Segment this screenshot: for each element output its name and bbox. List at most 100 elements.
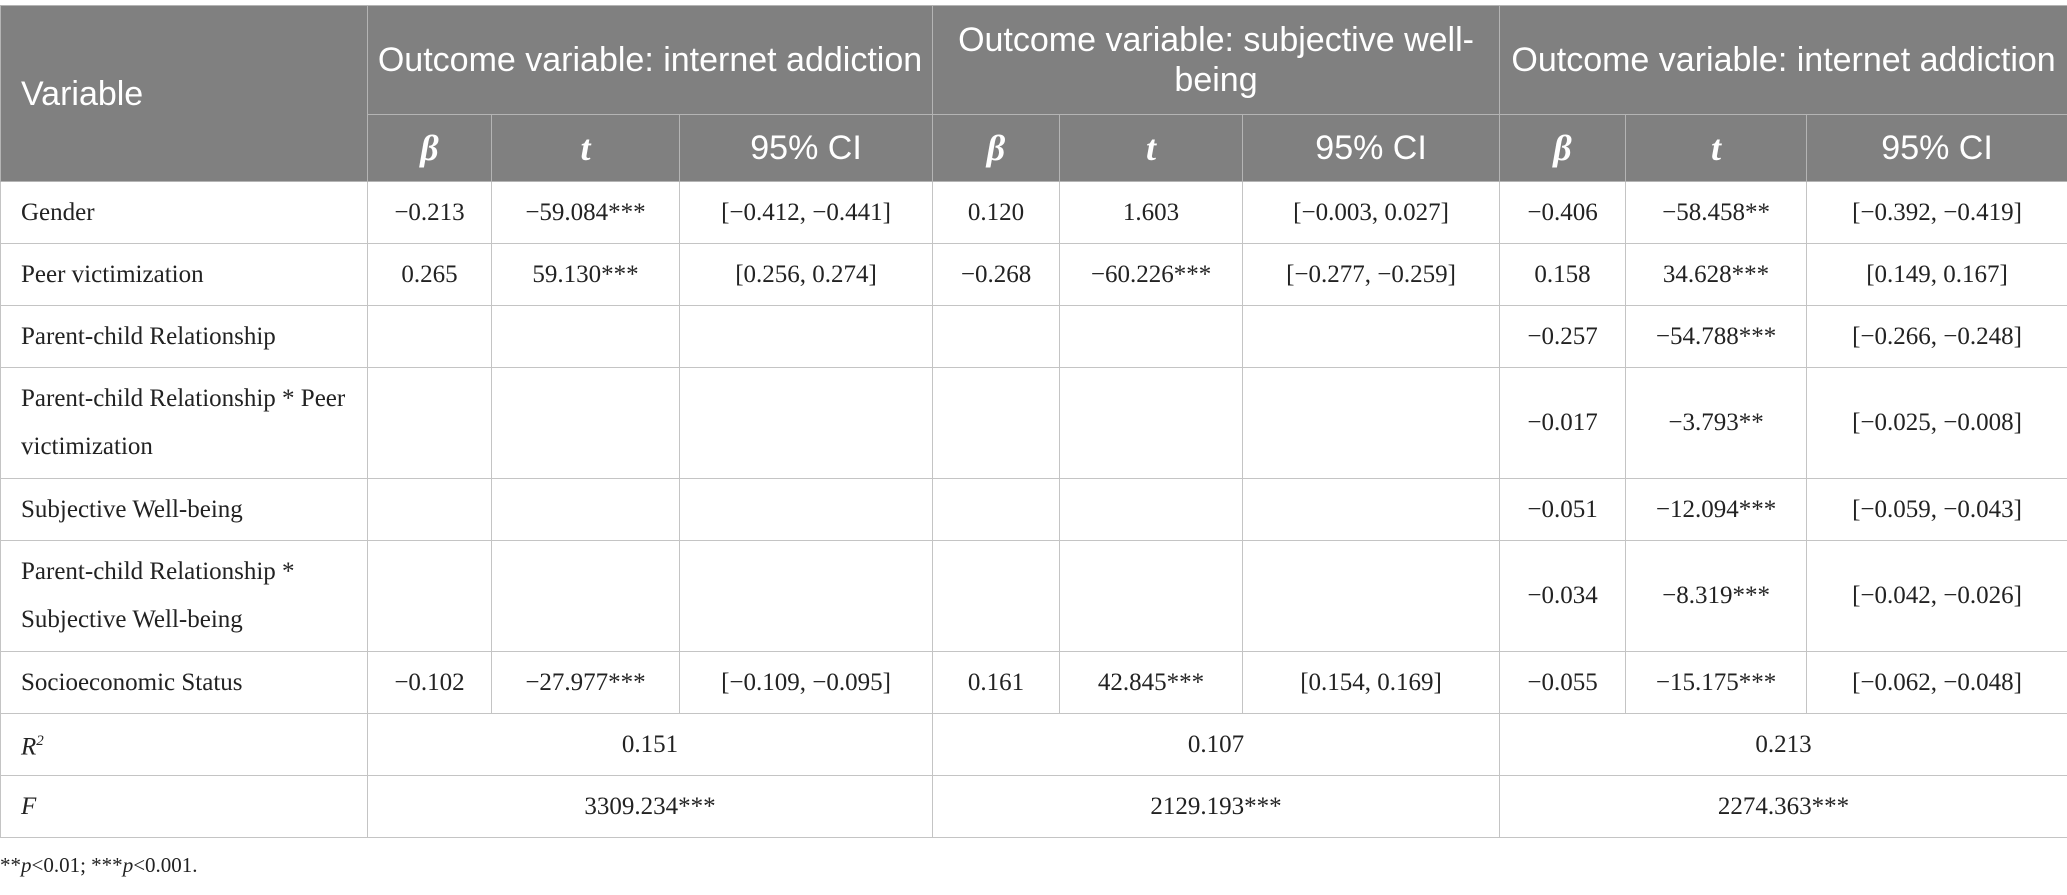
note-p-2: p — [122, 853, 134, 877]
header-group-3: Outcome variable: internet addiction — [1499, 5, 2067, 115]
r-symbol: R — [21, 733, 37, 761]
table-cell: 1.603 — [1059, 181, 1244, 244]
table-cell: [−0.042, −0.026] — [1806, 540, 2067, 652]
table-cell: −0.034 — [1499, 540, 1627, 652]
header-group-2: Outcome variable: subjective well-being — [932, 5, 1501, 115]
row-label: F — [0, 775, 368, 838]
table-cell — [367, 305, 492, 368]
subheader-t: t — [1059, 114, 1244, 182]
table-cell: 0.161 — [932, 651, 1061, 714]
note-text-1: <0.01; *** — [31, 853, 123, 877]
table-row-interaction-wellbeing: Parent-child Relationship * Subjective W… — [0, 540, 2067, 652]
table-cell: [−0.059, −0.043] — [1806, 478, 2067, 541]
table-cell — [367, 367, 492, 479]
table-wrapper: Variable Outcome variable: internet addi… — [0, 5, 2067, 838]
r-superscript: 2 — [36, 733, 44, 750]
row-label: Gender — [0, 181, 368, 244]
table-cell — [1242, 367, 1501, 479]
regression-table: Variable Outcome variable: internet addi… — [0, 5, 2067, 838]
table-cell: [−0.266, −0.248] — [1806, 305, 2067, 368]
subheader-ci: 95% CI — [678, 114, 934, 182]
table-cell: 2274.363*** — [1499, 775, 2067, 838]
header-group-1: Outcome variable: internet addiction — [366, 5, 934, 115]
table-cell — [367, 540, 492, 652]
table-row-gender: Gender −0.213 −59.084*** [−0.412, −0.441… — [0, 181, 2067, 244]
table-cell — [491, 478, 680, 541]
subheader-beta: β — [932, 114, 1061, 182]
table-cell: [−0.025, −0.008] — [1806, 367, 2067, 479]
row-label: R2 — [0, 713, 368, 776]
table-cell: 0.213 — [1499, 713, 2067, 776]
table-cell: [−0.412, −0.441] — [678, 181, 934, 244]
table-cell: 42.845*** — [1059, 651, 1244, 714]
table-cell — [932, 367, 1061, 479]
table-cell: 2129.193*** — [932, 775, 1501, 838]
table-cell: [−0.109, −0.095] — [678, 651, 934, 714]
table-cell — [1059, 540, 1244, 652]
table-cell: −27.977*** — [491, 651, 680, 714]
table-row-interaction-peer: Parent-child Relationship * Peer victimi… — [0, 367, 2067, 479]
row-label: Peer victimization — [0, 243, 368, 306]
table-cell: −0.102 — [367, 651, 492, 714]
table-cell: −8.319*** — [1625, 540, 1808, 652]
table-cell: −0.257 — [1499, 305, 1627, 368]
table-cell: −58.458** — [1625, 181, 1808, 244]
header-variable: Variable — [0, 5, 368, 182]
table-cell — [1059, 305, 1244, 368]
table-cell — [932, 540, 1061, 652]
table-cell: 34.628*** — [1625, 243, 1808, 306]
table-cell: −60.226*** — [1059, 243, 1244, 306]
table-cell: −54.788*** — [1625, 305, 1808, 368]
table-cell: −59.084*** — [491, 181, 680, 244]
row-label: Parent-child Relationship * Subjective W… — [0, 540, 368, 652]
table-cell: −0.406 — [1499, 181, 1627, 244]
table-cell: −0.268 — [932, 243, 1061, 306]
subheader-beta: β — [367, 114, 492, 182]
table-cell — [1059, 367, 1244, 479]
table-cell — [678, 305, 934, 368]
table-row-subjective-well-being: Subjective Well-being −0.051 −12.094*** … — [0, 478, 2067, 541]
table-row-socioeconomic-status: Socioeconomic Status −0.102 −27.977*** [… — [0, 651, 2067, 714]
table-cell: [−0.003, 0.027] — [1242, 181, 1501, 244]
table-cell — [678, 478, 934, 541]
note-text-2: <0.001. — [133, 853, 198, 877]
table-cell — [491, 305, 680, 368]
table-cell: [−0.277, −0.259] — [1242, 243, 1501, 306]
table-cell — [1242, 478, 1501, 541]
table-cell: −15.175*** — [1625, 651, 1808, 714]
table-cell: [0.154, 0.169] — [1242, 651, 1501, 714]
table-cell: [−0.392, −0.419] — [1806, 181, 2067, 244]
table-row-peer-victimization: Peer victimization 0.265 59.130*** [0.25… — [0, 243, 2067, 306]
subheader-t: t — [491, 114, 680, 182]
note-p-1: p — [21, 853, 32, 877]
subheader-beta: β — [1499, 114, 1627, 182]
table-cell: 0.120 — [932, 181, 1061, 244]
table-cell: −0.017 — [1499, 367, 1627, 479]
subheader-ci: 95% CI — [1806, 114, 2067, 182]
table-cell: [−0.062, −0.048] — [1806, 651, 2067, 714]
table-cell — [932, 305, 1061, 368]
row-label: Parent-child Relationship — [0, 305, 368, 368]
row-label: Subjective Well-being — [0, 478, 368, 541]
table-cell: 0.151 — [366, 713, 934, 776]
table-cell — [678, 540, 934, 652]
table-cell: 3309.234*** — [366, 775, 934, 838]
table-footnote: **p<0.01; ***p<0.001. — [0, 853, 198, 878]
note-stars-1: ** — [0, 853, 21, 877]
table-cell: 0.107 — [932, 713, 1501, 776]
table-cell — [1059, 478, 1244, 541]
table-cell — [491, 540, 680, 652]
table-row-parent-child-relationship: Parent-child Relationship −0.257 −54.788… — [0, 305, 2067, 368]
table-row-r-squared: R2 0.151 0.107 0.213 — [0, 713, 2067, 776]
table-row-f-statistic: F 3309.234*** 2129.193*** 2274.363*** — [0, 775, 2067, 838]
subheader-t: t — [1625, 114, 1808, 182]
table-cell: −0.055 — [1499, 651, 1627, 714]
table-cell: −12.094*** — [1625, 478, 1808, 541]
table-cell — [932, 478, 1061, 541]
table-cell: −0.213 — [367, 181, 492, 244]
table-cell: 0.265 — [367, 243, 492, 306]
table-cell: [0.256, 0.274] — [678, 243, 934, 306]
table-cell: 0.158 — [1499, 243, 1627, 306]
table-cell — [491, 367, 680, 479]
table-cell: −3.793** — [1625, 367, 1808, 479]
